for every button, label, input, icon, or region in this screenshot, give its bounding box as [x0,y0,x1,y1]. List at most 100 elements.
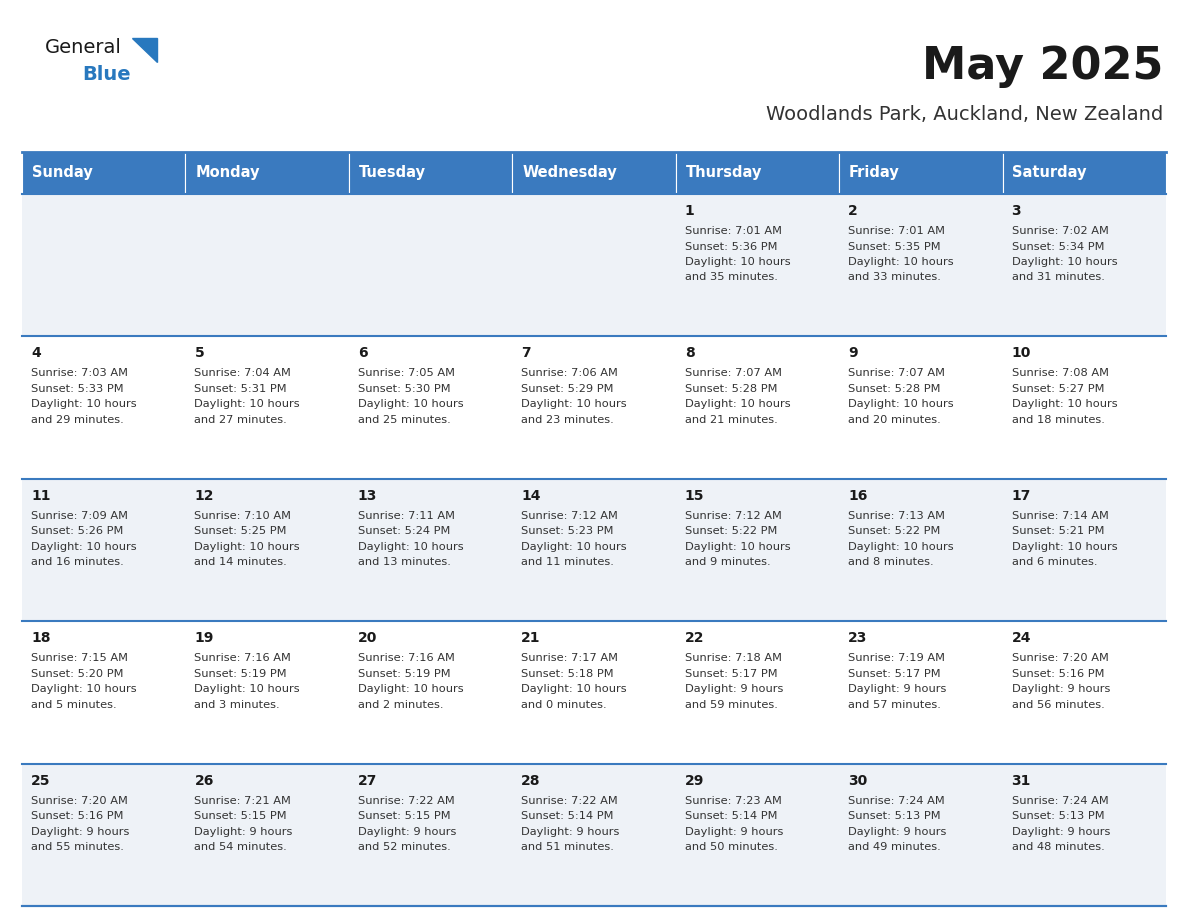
Text: and 57 minutes.: and 57 minutes. [848,700,941,710]
Text: Sunrise: 7:03 AM: Sunrise: 7:03 AM [31,368,128,378]
FancyBboxPatch shape [349,621,512,764]
FancyBboxPatch shape [676,194,839,336]
FancyBboxPatch shape [23,479,185,621]
Text: Sunset: 5:17 PM: Sunset: 5:17 PM [848,668,941,678]
FancyBboxPatch shape [1003,621,1165,764]
Text: and 8 minutes.: and 8 minutes. [848,557,934,567]
Text: Daylight: 10 hours: Daylight: 10 hours [522,684,627,694]
Text: and 13 minutes.: and 13 minutes. [358,557,450,567]
Text: Sunset: 5:19 PM: Sunset: 5:19 PM [195,668,287,678]
Text: Sunset: 5:14 PM: Sunset: 5:14 PM [684,812,777,821]
Text: 13: 13 [358,488,378,503]
Text: Sunrise: 7:01 AM: Sunrise: 7:01 AM [684,226,782,236]
Text: Sunset: 5:16 PM: Sunset: 5:16 PM [31,812,124,821]
Text: Sunrise: 7:15 AM: Sunrise: 7:15 AM [31,654,128,663]
FancyBboxPatch shape [839,194,1003,336]
FancyBboxPatch shape [1003,194,1165,336]
Text: and 11 minutes.: and 11 minutes. [522,557,614,567]
Text: Daylight: 10 hours: Daylight: 10 hours [522,542,627,552]
Text: and 0 minutes.: and 0 minutes. [522,700,607,710]
Text: and 35 minutes.: and 35 minutes. [684,273,778,283]
Text: Daylight: 9 hours: Daylight: 9 hours [848,684,947,694]
Text: Daylight: 9 hours: Daylight: 9 hours [358,826,456,836]
Text: and 14 minutes.: and 14 minutes. [195,557,287,567]
Text: 22: 22 [684,632,704,645]
Text: 18: 18 [31,632,51,645]
FancyBboxPatch shape [512,764,676,906]
Text: Sunrise: 7:16 AM: Sunrise: 7:16 AM [358,654,455,663]
FancyBboxPatch shape [839,621,1003,764]
FancyBboxPatch shape [676,336,839,479]
FancyBboxPatch shape [839,479,1003,621]
Text: Sunrise: 7:07 AM: Sunrise: 7:07 AM [684,368,782,378]
FancyBboxPatch shape [23,621,185,764]
Text: Sunset: 5:24 PM: Sunset: 5:24 PM [358,526,450,536]
Text: Wednesday: Wednesday [522,165,617,181]
Text: 10: 10 [1011,346,1031,361]
Text: Sunrise: 7:22 AM: Sunrise: 7:22 AM [358,796,455,806]
Text: Daylight: 10 hours: Daylight: 10 hours [1011,399,1117,409]
Text: Daylight: 9 hours: Daylight: 9 hours [31,826,129,836]
Text: Sunset: 5:18 PM: Sunset: 5:18 PM [522,668,614,678]
Text: 23: 23 [848,632,867,645]
Text: Sunrise: 7:16 AM: Sunrise: 7:16 AM [195,654,291,663]
Text: Sunrise: 7:21 AM: Sunrise: 7:21 AM [195,796,291,806]
Text: May 2025: May 2025 [922,45,1163,88]
FancyBboxPatch shape [1003,152,1165,194]
Text: Daylight: 10 hours: Daylight: 10 hours [684,257,790,267]
Text: 1: 1 [684,204,695,218]
Text: Daylight: 9 hours: Daylight: 9 hours [1011,684,1110,694]
FancyBboxPatch shape [512,152,676,194]
FancyBboxPatch shape [185,336,349,479]
Text: Sunday: Sunday [32,165,93,181]
Text: Sunrise: 7:24 AM: Sunrise: 7:24 AM [1011,796,1108,806]
Text: Sunrise: 7:08 AM: Sunrise: 7:08 AM [1011,368,1108,378]
FancyBboxPatch shape [185,621,349,764]
Text: Sunset: 5:13 PM: Sunset: 5:13 PM [1011,812,1104,821]
Text: and 48 minutes.: and 48 minutes. [1011,842,1105,852]
Text: Sunrise: 7:05 AM: Sunrise: 7:05 AM [358,368,455,378]
Text: Thursday: Thursday [685,165,762,181]
FancyBboxPatch shape [512,336,676,479]
Text: and 6 minutes.: and 6 minutes. [1011,557,1097,567]
Text: 17: 17 [1011,488,1031,503]
Text: and 2 minutes.: and 2 minutes. [358,700,443,710]
Text: Sunset: 5:29 PM: Sunset: 5:29 PM [522,384,614,394]
Text: Sunset: 5:15 PM: Sunset: 5:15 PM [195,812,287,821]
Text: Sunrise: 7:20 AM: Sunrise: 7:20 AM [1011,654,1108,663]
Text: Sunset: 5:28 PM: Sunset: 5:28 PM [684,384,777,394]
Text: Daylight: 10 hours: Daylight: 10 hours [684,399,790,409]
Text: 16: 16 [848,488,867,503]
Text: 7: 7 [522,346,531,361]
Text: Sunset: 5:19 PM: Sunset: 5:19 PM [358,668,450,678]
Text: Daylight: 10 hours: Daylight: 10 hours [358,542,463,552]
Text: Sunrise: 7:24 AM: Sunrise: 7:24 AM [848,796,944,806]
Text: Sunset: 5:22 PM: Sunset: 5:22 PM [684,526,777,536]
Text: and 59 minutes.: and 59 minutes. [684,700,778,710]
Text: 19: 19 [195,632,214,645]
Text: Sunset: 5:22 PM: Sunset: 5:22 PM [848,526,941,536]
Text: Monday: Monday [195,165,260,181]
Text: and 33 minutes.: and 33 minutes. [848,273,941,283]
Text: 20: 20 [358,632,378,645]
Text: and 23 minutes.: and 23 minutes. [522,415,614,425]
Text: Daylight: 9 hours: Daylight: 9 hours [522,826,620,836]
Text: Sunset: 5:13 PM: Sunset: 5:13 PM [848,812,941,821]
FancyBboxPatch shape [676,621,839,764]
Text: Sunrise: 7:22 AM: Sunrise: 7:22 AM [522,796,618,806]
Text: Sunset: 5:14 PM: Sunset: 5:14 PM [522,812,614,821]
Text: Sunset: 5:25 PM: Sunset: 5:25 PM [195,526,287,536]
Text: Daylight: 10 hours: Daylight: 10 hours [848,399,954,409]
Text: 2: 2 [848,204,858,218]
Text: Saturday: Saturday [1012,165,1087,181]
Text: and 31 minutes.: and 31 minutes. [1011,273,1105,283]
Text: Daylight: 10 hours: Daylight: 10 hours [848,257,954,267]
Text: Sunrise: 7:20 AM: Sunrise: 7:20 AM [31,796,128,806]
Text: Sunset: 5:34 PM: Sunset: 5:34 PM [1011,241,1104,252]
Text: Sunrise: 7:12 AM: Sunrise: 7:12 AM [684,510,782,521]
Text: 24: 24 [1011,632,1031,645]
Text: and 5 minutes.: and 5 minutes. [31,700,116,710]
Text: Sunrise: 7:17 AM: Sunrise: 7:17 AM [522,654,618,663]
Text: Blue: Blue [82,65,131,84]
FancyBboxPatch shape [349,764,512,906]
